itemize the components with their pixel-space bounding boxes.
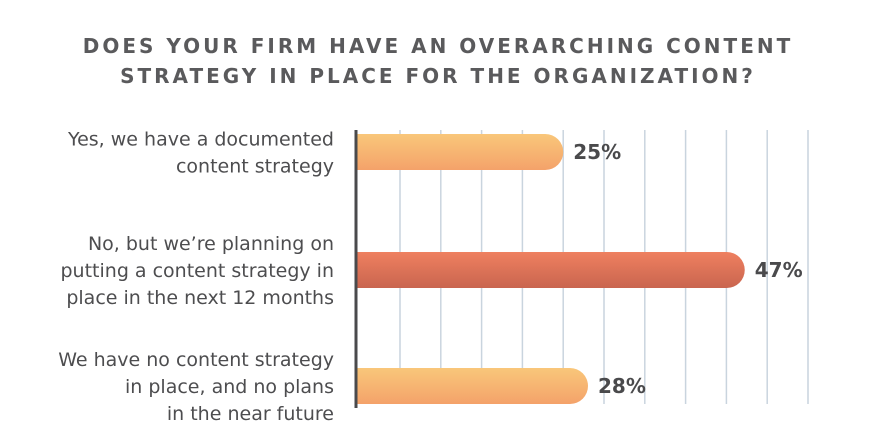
value-label: 25% (573, 140, 621, 164)
bars (357, 134, 745, 404)
category-labels: Yes, we have a documented content strateg… (58, 129, 334, 426)
category-label: in the near future (167, 403, 334, 425)
category-label: content strategy (176, 156, 334, 178)
value-labels: 25% 47% 28% (573, 140, 802, 398)
category-label: putting a content strategy in (61, 260, 335, 282)
category-label: place in the next 12 months (66, 287, 334, 309)
category-label: We have no content strategy (58, 349, 334, 371)
chart-title-line-1: DOES YOUR FIRM HAVE AN OVERARCHING CONTE… (82, 34, 794, 58)
bar (357, 134, 564, 170)
chart-title: DOES YOUR FIRM HAVE AN OVERARCHING CONTE… (0, 31, 876, 91)
value-label: 28% (598, 374, 646, 398)
value-label: 47% (755, 258, 803, 282)
category-label: No, but we’re planning on (88, 233, 334, 255)
bar (357, 368, 588, 404)
category-label: in place, and no plans (125, 376, 334, 398)
bar (357, 252, 745, 288)
category-label: Yes, we have a documented (67, 129, 334, 151)
chart-title-line-2: STRATEGY IN PLACE FOR THE ORGANIZATION? (120, 64, 756, 88)
